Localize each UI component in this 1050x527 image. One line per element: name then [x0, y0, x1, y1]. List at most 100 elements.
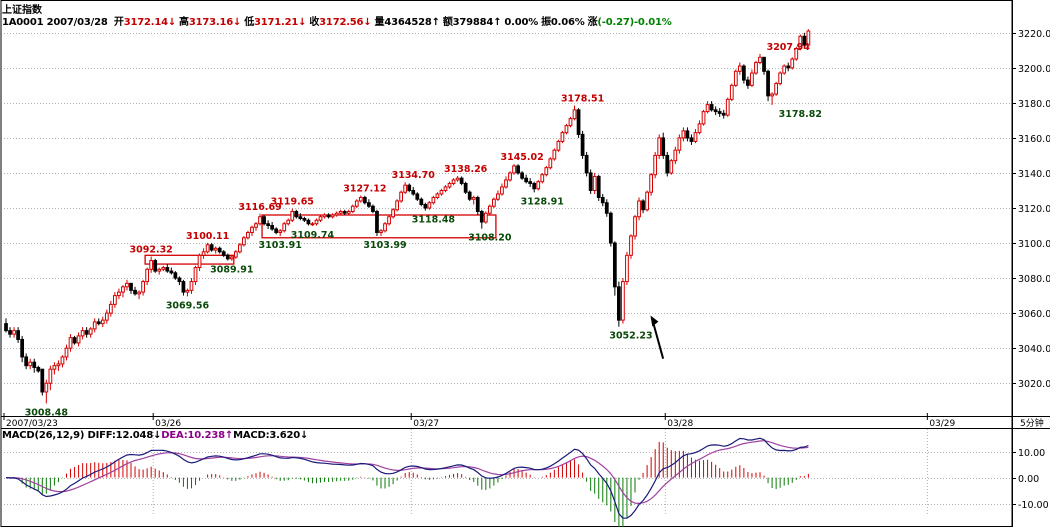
candle-body — [467, 191, 472, 200]
candle-body — [431, 196, 436, 204]
candle-body — [427, 202, 432, 209]
candle — [786, 62, 791, 72]
candle — [774, 81, 778, 96]
candle — [68, 334, 73, 352]
candle — [592, 172, 597, 194]
macd-header: MACD(26,12,9) DIFF:12.048↓DEA:10.238↑MAC… — [2, 430, 308, 441]
candle — [483, 211, 488, 224]
candle-body — [540, 174, 545, 183]
range-box — [261, 214, 497, 239]
candle — [76, 332, 81, 347]
chart-title: 上证指数 — [2, 5, 42, 16]
time-label: 03/27 — [413, 419, 439, 429]
candle — [645, 190, 649, 212]
candle — [141, 279, 145, 296]
candle-body — [367, 202, 371, 207]
candle-body — [802, 35, 807, 46]
candle-body — [92, 321, 97, 330]
candle-body — [84, 330, 89, 335]
candle — [334, 211, 339, 217]
candle — [568, 116, 573, 128]
quote-item-8: 涨(-0.27)-0.01% — [588, 17, 672, 28]
candle — [193, 265, 198, 286]
candle-body — [435, 193, 440, 198]
candle-body — [407, 184, 412, 191]
candle-body — [701, 111, 706, 125]
quote-item-7: 振0.06% — [541, 17, 585, 28]
candle-body — [443, 186, 448, 191]
candle-body — [645, 191, 649, 211]
candle — [108, 300, 113, 317]
candle-body — [447, 182, 452, 188]
candle-body — [362, 196, 367, 204]
candle — [229, 255, 234, 261]
quote-item-value: (-0.27)-0.01% — [597, 17, 672, 28]
candle — [685, 127, 690, 142]
candle — [274, 227, 279, 235]
price-tick-label: 3180.00 — [1018, 99, 1050, 110]
candle — [770, 92, 774, 105]
candle-body — [742, 65, 746, 81]
candle-body — [439, 189, 444, 195]
candle — [145, 267, 150, 286]
candle — [455, 175, 460, 182]
candle — [737, 62, 742, 75]
candle — [205, 242, 210, 254]
quote-item-label: 开 — [113, 17, 124, 28]
candle-body — [568, 118, 573, 127]
price-annotation: 3118.48 — [412, 215, 456, 226]
candle-body — [592, 175, 597, 191]
candle-body — [306, 219, 311, 225]
candle-body — [24, 356, 29, 367]
quote-items: 开3172.14↓ 高3173.16↓ 低3171.21↓ 收3172.56↓ 量436… — [111, 17, 672, 28]
candle — [92, 318, 97, 333]
quote-item-value: 3172.14 — [123, 17, 168, 28]
price-annotation: 3119.65 — [271, 197, 314, 208]
candle — [121, 285, 125, 298]
candle — [709, 101, 714, 112]
candle-body — [262, 216, 266, 225]
candle-body — [282, 223, 287, 232]
candle — [576, 108, 581, 138]
quote-item-6: 0.00% — [504, 17, 538, 28]
candle-body — [403, 184, 408, 193]
candle — [596, 174, 601, 201]
candle — [177, 276, 182, 286]
candle — [209, 243, 214, 252]
candle-body — [173, 272, 178, 279]
price-tick-label: 3080.00 — [1018, 274, 1050, 285]
candle — [608, 211, 613, 247]
candle-body — [108, 303, 113, 314]
candle — [693, 129, 698, 144]
candle — [423, 202, 428, 211]
candle-body — [395, 200, 399, 211]
candle — [346, 209, 351, 215]
candle-body — [129, 282, 133, 291]
candle-body — [806, 30, 811, 46]
candle-body — [274, 228, 279, 234]
price-annotation: 3108.20 — [468, 233, 512, 244]
price-annotation: 3128.91 — [521, 196, 564, 207]
candle-body — [238, 244, 242, 253]
candle-body — [512, 165, 516, 174]
candle-body — [60, 356, 65, 365]
quote-item-value: 3172.56 — [319, 17, 364, 28]
candle-body — [617, 286, 621, 321]
candle-body — [310, 223, 315, 226]
candle — [790, 57, 795, 70]
candle-body — [584, 154, 589, 174]
candle — [100, 316, 105, 328]
candle — [641, 199, 645, 214]
candle — [310, 222, 315, 226]
candle — [625, 251, 629, 286]
candle-body — [68, 337, 73, 349]
quote-item-arrow: ↑ — [493, 17, 502, 28]
candle — [548, 157, 553, 170]
candle-body — [419, 198, 424, 205]
candle-body — [189, 281, 194, 291]
candle-body — [153, 260, 158, 272]
price-tick-label: 3200.00 — [1018, 64, 1050, 75]
candle — [637, 197, 641, 221]
candle-body — [64, 347, 69, 358]
